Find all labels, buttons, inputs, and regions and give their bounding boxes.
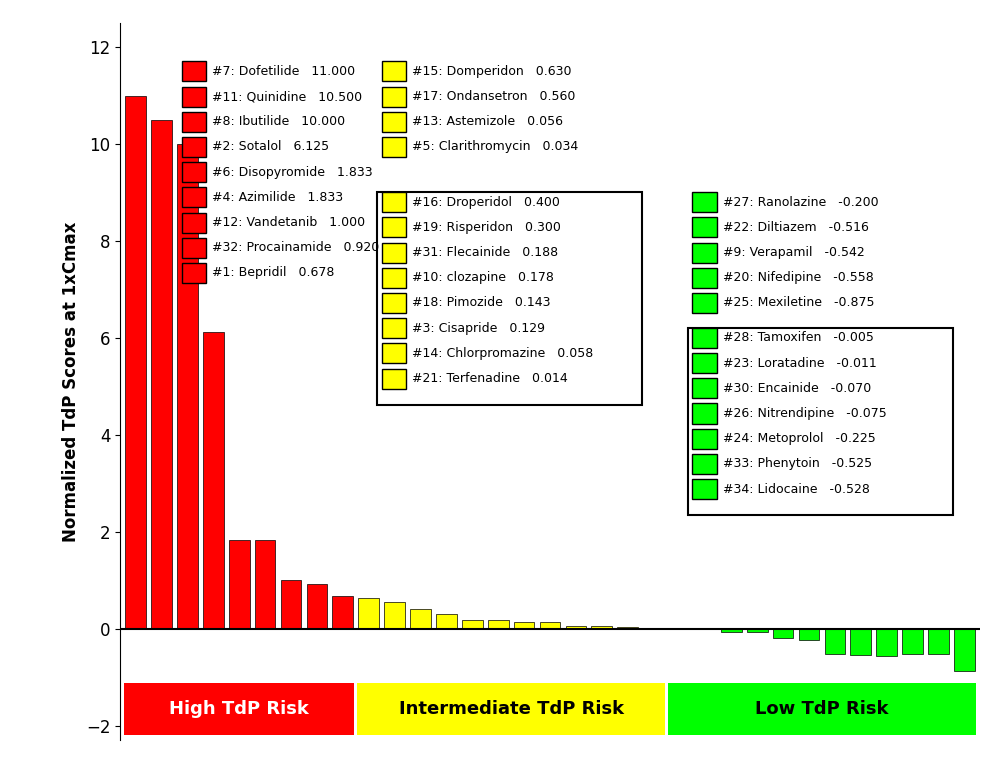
Text: #1: Bepridil   0.678: #1: Bepridil 0.678	[212, 266, 335, 279]
Text: #6: Disopyromide   1.833: #6: Disopyromide 1.833	[212, 166, 373, 179]
Bar	[436, 614, 457, 629]
Text: #3: Cisapride   0.129: #3: Cisapride 0.129	[412, 322, 545, 335]
Text: Intermediate TdP Risk: Intermediate TdP Risk	[399, 700, 624, 718]
Text: #17: Ondansetron   0.560: #17: Ondansetron 0.560	[412, 90, 575, 103]
Bar	[384, 601, 405, 629]
Bar	[850, 629, 871, 655]
Text: #18: Pimozide   0.143: #18: Pimozide 0.143	[412, 297, 550, 310]
Text: #33: Phenytoin   -0.525: #33: Phenytoin -0.525	[723, 457, 872, 470]
Bar	[151, 120, 172, 629]
Text: #8: Ibutilide   10.000: #8: Ibutilide 10.000	[212, 115, 345, 128]
Text: #24: Metoprolol   -0.225: #24: Metoprolol -0.225	[723, 432, 875, 445]
Bar	[410, 610, 431, 629]
Text: #27: Ranolazine   -0.200: #27: Ranolazine -0.200	[723, 195, 878, 209]
Text: #19: Risperidon   0.300: #19: Risperidon 0.300	[412, 221, 561, 234]
Text: #7: Dofetilide   11.000: #7: Dofetilide 11.000	[212, 65, 355, 78]
Text: #16: Droperidol   0.400: #16: Droperidol 0.400	[412, 195, 560, 209]
Text: #10: clozapine   0.178: #10: clozapine 0.178	[412, 272, 554, 285]
Text: #28: Tamoxifen   -0.005: #28: Tamoxifen -0.005	[723, 331, 873, 344]
Text: #13: Astemizole   0.056: #13: Astemizole 0.056	[412, 115, 563, 128]
Bar	[255, 539, 275, 629]
Bar	[177, 144, 198, 629]
Text: #5: Clarithromycin   0.034: #5: Clarithromycin 0.034	[412, 140, 578, 153]
Bar	[799, 629, 819, 639]
Bar	[514, 622, 534, 629]
Bar	[954, 629, 975, 671]
Text: #11: Quinidine   10.500: #11: Quinidine 10.500	[212, 90, 362, 103]
Bar	[462, 620, 483, 629]
Text: #23: Loratadine   -0.011: #23: Loratadine -0.011	[723, 356, 876, 369]
Y-axis label: Normalized TdP Scores at 1xCmax: Normalized TdP Scores at 1xCmax	[62, 221, 80, 542]
Bar	[876, 629, 897, 655]
Text: #14: Chlorpromazine   0.058: #14: Chlorpromazine 0.058	[412, 347, 593, 360]
Text: #26: Nitrendipine   -0.075: #26: Nitrendipine -0.075	[723, 407, 886, 420]
Text: High TdP Risk: High TdP Risk	[169, 700, 309, 718]
Bar	[591, 626, 612, 629]
Text: #4: Azimilide   1.833: #4: Azimilide 1.833	[212, 191, 343, 204]
Bar	[307, 584, 327, 629]
Bar	[125, 95, 146, 629]
Bar	[902, 629, 923, 654]
Text: #34: Lidocaine   -0.528: #34: Lidocaine -0.528	[723, 482, 869, 496]
Text: #25: Mexiletine   -0.875: #25: Mexiletine -0.875	[723, 297, 874, 310]
Text: #12: Vandetanib   1.000: #12: Vandetanib 1.000	[212, 216, 365, 229]
Text: #20: Nifedipine   -0.558: #20: Nifedipine -0.558	[723, 272, 873, 285]
Text: #31: Flecainide   0.188: #31: Flecainide 0.188	[412, 246, 558, 259]
Bar	[332, 596, 353, 629]
Bar	[825, 629, 845, 654]
Text: #15: Domperidon   0.630: #15: Domperidon 0.630	[412, 65, 571, 78]
Bar	[358, 598, 379, 629]
Bar	[721, 629, 742, 632]
Bar	[488, 620, 509, 629]
Text: #32: Procainamide   0.920: #32: Procainamide 0.920	[212, 241, 379, 254]
Bar	[566, 626, 586, 629]
Bar	[281, 580, 301, 629]
Bar	[617, 627, 638, 629]
Text: #2: Sotalol   6.125: #2: Sotalol 6.125	[212, 140, 329, 153]
Text: Low TdP Risk: Low TdP Risk	[755, 700, 889, 718]
Bar	[747, 629, 768, 633]
Text: #9: Verapamil   -0.542: #9: Verapamil -0.542	[723, 246, 864, 259]
Bar	[203, 332, 224, 629]
Bar	[540, 623, 560, 629]
Bar	[928, 629, 949, 654]
Text: #22: Diltiazem   -0.516: #22: Diltiazem -0.516	[723, 221, 868, 234]
Text: #30: Encainide   -0.070: #30: Encainide -0.070	[723, 382, 871, 394]
Bar	[773, 629, 793, 639]
Bar	[229, 539, 250, 629]
Text: #21: Terfenadine   0.014: #21: Terfenadine 0.014	[412, 372, 567, 385]
